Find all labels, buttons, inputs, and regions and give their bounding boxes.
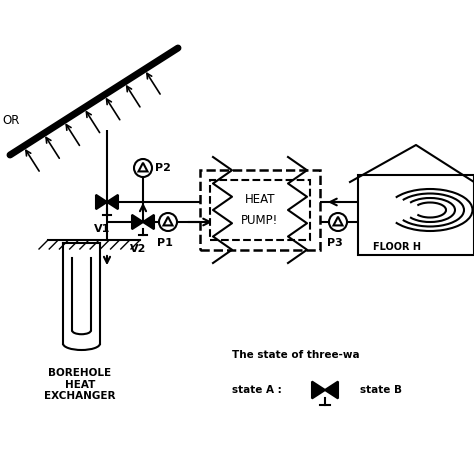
Bar	[200, 170, 320, 250]
Text: HEAT: HEAT	[245, 193, 275, 206]
Polygon shape	[325, 382, 338, 399]
Polygon shape	[107, 195, 118, 209]
Polygon shape	[312, 382, 325, 399]
Polygon shape	[132, 215, 143, 229]
Circle shape	[134, 159, 152, 177]
Bar	[358, 175, 474, 255]
Bar	[210, 180, 310, 240]
Text: OR: OR	[2, 113, 19, 127]
Text: V2: V2	[130, 244, 146, 254]
Polygon shape	[96, 195, 107, 209]
Text: state B: state B	[360, 385, 402, 395]
Circle shape	[159, 213, 177, 231]
Text: The state of three-wa: The state of three-wa	[232, 350, 360, 360]
Text: FLOOR H: FLOOR H	[373, 242, 421, 252]
Text: P2: P2	[155, 163, 171, 173]
Text: P3: P3	[327, 238, 343, 248]
Text: P1: P1	[157, 238, 173, 248]
Text: PUMP!: PUMP!	[241, 214, 279, 227]
Text: BOREHOLE
HEAT
EXCHANGER: BOREHOLE HEAT EXCHANGER	[44, 368, 116, 401]
Polygon shape	[143, 215, 154, 229]
Text: V1: V1	[94, 224, 110, 234]
Text: state A :: state A :	[232, 385, 282, 395]
Circle shape	[329, 213, 347, 231]
